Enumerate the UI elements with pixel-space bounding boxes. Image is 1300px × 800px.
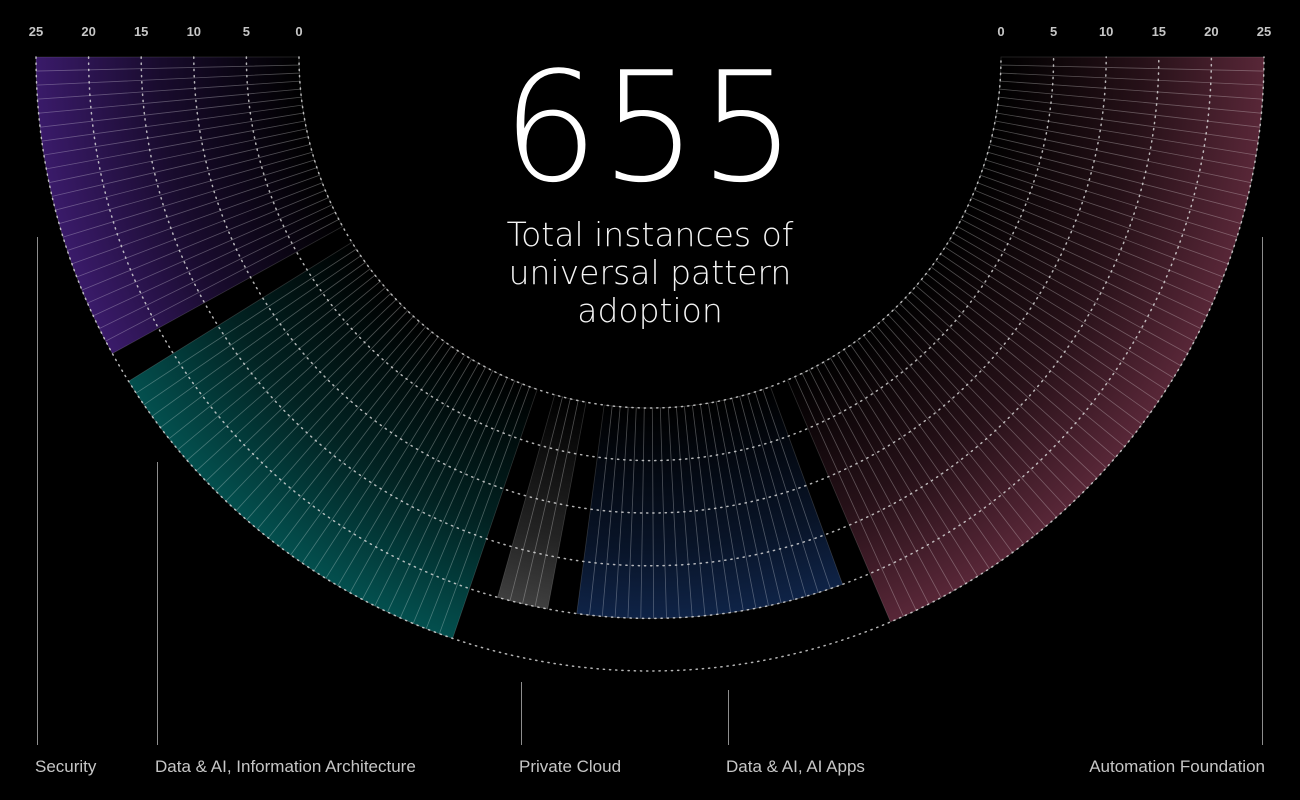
category-label-private-cloud: Private Cloud bbox=[519, 757, 622, 776]
right-tick-label: 5 bbox=[1050, 24, 1057, 39]
total-value: 655 bbox=[501, 39, 799, 216]
right-tick-label: 15 bbox=[1152, 24, 1166, 39]
grid-arc-20 bbox=[87, 56, 1213, 620]
right-tick-label: 10 bbox=[1099, 24, 1113, 39]
left-tick-label: 20 bbox=[81, 24, 95, 39]
axis-ticks: 25 20 15 10 5 0 0 5 10 15 20 25 bbox=[29, 24, 1271, 39]
security-leader-line bbox=[37, 237, 38, 745]
grid-layer bbox=[35, 56, 1265, 672]
grid-arc-5 bbox=[245, 56, 1055, 462]
right-tick-label: 20 bbox=[1204, 24, 1218, 39]
right-tick-label: 0 bbox=[997, 24, 1004, 39]
bars-layer bbox=[35, 56, 1265, 639]
category-label-security: Security bbox=[35, 757, 97, 776]
data-ai-ia-leader-line bbox=[157, 462, 158, 745]
category-label-data-ai-ia: Data & AI, Information Architecture bbox=[155, 757, 416, 776]
total-caption: Total instances of universal pattern ado… bbox=[506, 215, 794, 330]
grid-arc-0 bbox=[298, 56, 1002, 409]
right-tick-label: 25 bbox=[1257, 24, 1271, 39]
category-label-data-ai-apps: Data & AI, AI Apps bbox=[726, 757, 865, 776]
private-cloud-leader-line bbox=[521, 682, 522, 745]
left-tick-label: 5 bbox=[243, 24, 250, 39]
left-tick-label: 0 bbox=[295, 24, 302, 39]
data-ai-apps-leader-line bbox=[728, 690, 729, 745]
left-tick-label: 15 bbox=[134, 24, 148, 39]
grid-arc-15 bbox=[140, 56, 1160, 567]
left-tick-label: 10 bbox=[187, 24, 201, 39]
automation-leader-line bbox=[1262, 237, 1263, 745]
left-tick-label: 25 bbox=[29, 24, 43, 39]
category-label-automation: Automation Foundation bbox=[1089, 757, 1265, 776]
